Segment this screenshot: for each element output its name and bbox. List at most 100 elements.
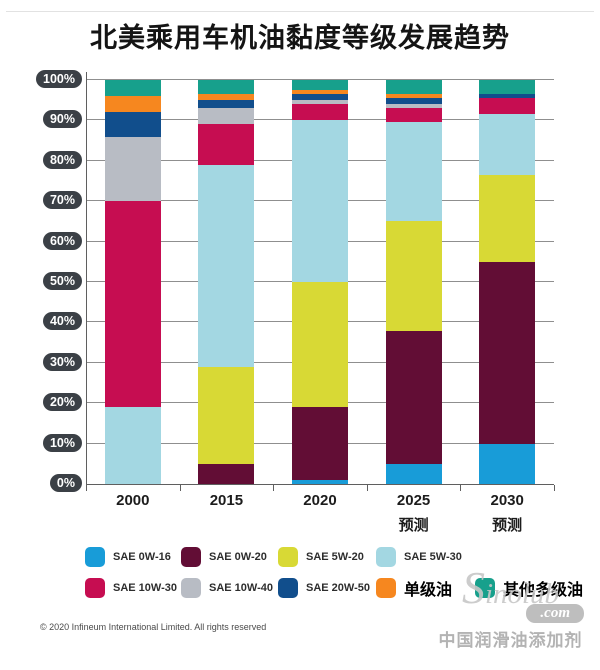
legend-swatch-SAE 10W-40 <box>181 577 201 598</box>
segment-2020-单级油 <box>292 90 348 95</box>
legend-item-其他多级油: 其他多级油 <box>475 577 584 599</box>
x-axis-label-2000: 2000 <box>116 492 150 509</box>
y-axis-label-90%: 90% <box>42 110 82 129</box>
legend-label-SAE 10W-30: SAE 10W-30 <box>113 581 177 594</box>
bar-2020 <box>292 80 348 484</box>
legend-item-SAE 0W-20: SAE 0W-20 <box>181 546 267 567</box>
segment-2020-其他多级油 <box>292 80 348 91</box>
legend-label-SAE 0W-16: SAE 0W-16 <box>113 550 171 563</box>
segment-2015-SAE 20W-50 <box>198 100 255 109</box>
legend-label-其他多级油: 其他多级油 <box>503 581 584 599</box>
segment-2020-SAE 20W-50 <box>292 94 348 101</box>
segment-2020-SAE 0W-20 <box>292 407 348 480</box>
x-axis-tick <box>86 485 87 491</box>
y-axis-label-70%: 70% <box>42 191 82 210</box>
legend-label-SAE 5W-20: SAE 5W-20 <box>306 550 364 563</box>
segment-2030-SAE 10W-30 <box>479 98 536 115</box>
y-axis-label-20%: 20% <box>42 393 82 412</box>
legend-label-单级油: 单级油 <box>404 581 453 599</box>
segment-2025-其他多级油 <box>385 80 442 95</box>
legend-swatch-其他多级油 <box>475 577 495 598</box>
legend-label-SAE 20W-50: SAE 20W-50 <box>306 581 370 594</box>
legend-item-SAE 5W-30: SAE 5W-30 <box>376 546 462 567</box>
legend-item-SAE 10W-40: SAE 10W-40 <box>181 577 273 598</box>
legend-item-SAE 0W-16: SAE 0W-16 <box>85 546 171 567</box>
x-axis-tick <box>273 485 275 491</box>
segment-2000-其他多级油 <box>104 80 161 97</box>
x-axis-tick <box>366 485 368 491</box>
legend-swatch-SAE 5W-30 <box>376 546 396 567</box>
legend-swatch-单级油 <box>376 577 396 598</box>
segment-2020-SAE 10W-30 <box>292 104 348 121</box>
segment-2025-SAE 5W-20 <box>385 221 442 331</box>
gridline-100% <box>86 79 554 80</box>
segment-2025-SAE 0W-20 <box>385 330 442 464</box>
legend-swatch-SAE 5W-20 <box>278 546 298 567</box>
y-axis-label-30%: 30% <box>42 352 82 371</box>
segment-2025-SAE 0W-16 <box>385 463 442 484</box>
copyright-text: © 2020 Infineum International Limited. A… <box>40 622 267 632</box>
segment-2015-SAE 5W-30 <box>198 164 255 367</box>
chart-title: 北美乘用车机油黏度等级发展趋势 <box>90 23 510 53</box>
y-axis-label-0%: 0% <box>49 474 82 492</box>
segment-2000-单级油 <box>104 96 161 113</box>
legend-swatch-SAE 10W-30 <box>85 577 105 598</box>
y-axis-label-50%: 50% <box>42 272 82 290</box>
x-axis-label-2015: 2015 <box>209 492 244 509</box>
bar-2030 <box>479 80 536 484</box>
watermark-domain-badge: .com <box>526 604 584 623</box>
segment-2015-其他多级油 <box>198 80 255 95</box>
segment-2025-单级油 <box>385 94 442 99</box>
segment-2020-SAE 10W-40 <box>292 100 348 105</box>
x-axis-tick <box>554 485 555 491</box>
watermark-caption-text: 中国润滑油添加剂 <box>438 631 583 650</box>
bar-2015 <box>198 80 255 484</box>
legend-swatch-SAE 20W-50 <box>278 577 298 598</box>
legend-label-SAE 0W-20: SAE 0W-20 <box>209 550 267 563</box>
x-axis-label-2030: 2030 <box>490 492 524 509</box>
segment-2020-SAE 0W-16 <box>292 479 348 484</box>
segment-2015-SAE 10W-30 <box>198 124 255 165</box>
y-axis-line <box>86 72 87 490</box>
segment-2000-SAE 10W-30 <box>104 201 161 408</box>
segment-2020-SAE 5W-30 <box>292 120 348 283</box>
segment-2025-SAE 20W-50 <box>385 98 442 105</box>
segment-2030-SAE 0W-20 <box>479 261 536 444</box>
legend-item-SAE 20W-50: SAE 20W-50 <box>278 577 370 598</box>
x-axis-sublabel-2030: 预测 <box>492 517 523 534</box>
segment-2020-SAE 5W-20 <box>292 282 348 408</box>
y-axis-label-10%: 10% <box>42 433 82 452</box>
y-axis-label-60%: 60% <box>42 231 82 250</box>
segment-2015-SAE 10W-40 <box>198 108 255 125</box>
segment-2030-其他多级油 <box>479 80 536 95</box>
segment-2015-SAE 5W-20 <box>198 366 255 464</box>
legend-label-SAE 5W-30: SAE 5W-30 <box>404 550 462 563</box>
legend-swatch-SAE 0W-16 <box>85 546 105 567</box>
segment-2000-SAE 20W-50 <box>104 112 161 137</box>
segment-2000-SAE 10W-40 <box>104 136 161 202</box>
x-axis-label-2020: 2020 <box>303 492 337 509</box>
segment-2015-SAE 0W-20 <box>198 463 255 484</box>
legend-item-单级油: 单级油 <box>376 577 453 599</box>
watermark-domain-row: .com <box>423 604 598 623</box>
legend-label-SAE 10W-40: SAE 10W-40 <box>209 581 273 594</box>
top-divider <box>6 11 594 12</box>
x-axis-label-2025: 2025 <box>396 492 431 509</box>
segment-2025-SAE 10W-40 <box>385 104 442 109</box>
segment-2030-SAE 0W-16 <box>479 443 536 484</box>
segment-2030-SAE 20W-50 <box>479 94 536 99</box>
x-axis-line <box>86 484 554 485</box>
segment-2030-SAE 5W-20 <box>479 174 536 262</box>
x-axis-sublabel-2025: 预测 <box>398 517 429 534</box>
y-axis-label-40%: 40% <box>42 312 82 331</box>
y-axis-label-80%: 80% <box>42 150 82 169</box>
segment-2015-单级油 <box>198 94 255 101</box>
segment-2000-SAE 5W-30 <box>104 407 161 484</box>
x-axis-tick <box>460 485 462 491</box>
legend-item-SAE 10W-30: SAE 10W-30 <box>85 577 177 598</box>
bar-2000 <box>104 80 161 484</box>
y-axis-label-100%: 100% <box>36 70 82 88</box>
segment-2030-SAE 5W-30 <box>479 114 536 175</box>
bar-2025 <box>385 80 442 484</box>
